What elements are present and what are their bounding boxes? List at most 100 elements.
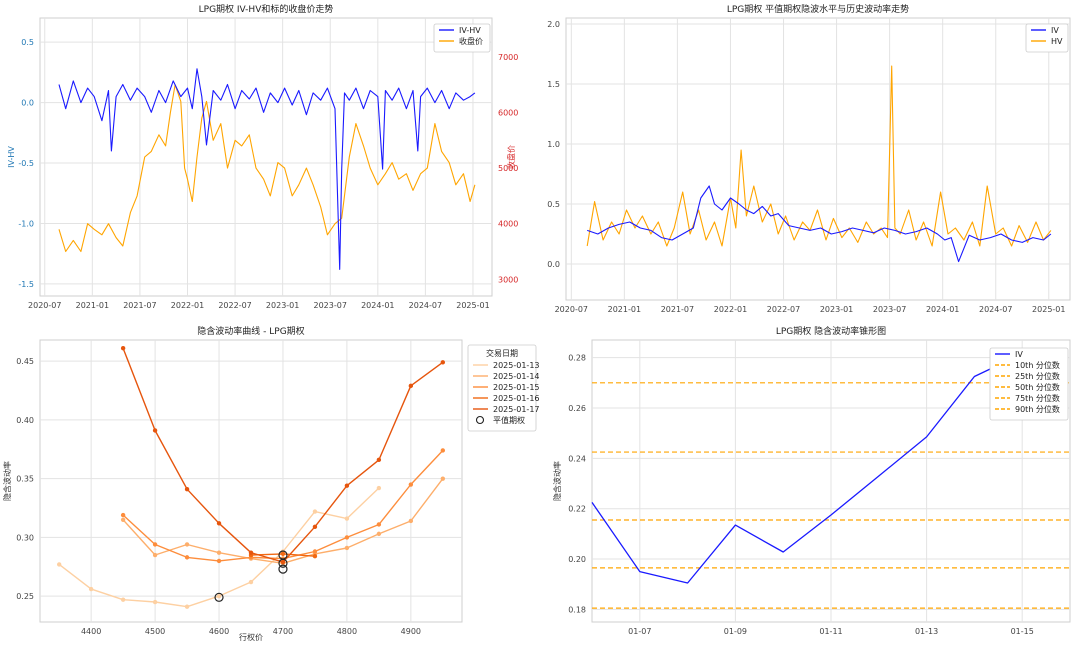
y-tick-label: 0.5 [547, 200, 560, 209]
data-point [312, 524, 318, 530]
series-line-close-price [58, 84, 476, 253]
x-tick-label: 2024-07 [979, 305, 1012, 314]
data-point [184, 487, 190, 492]
series-line-iv [587, 185, 1052, 263]
y-tick-label: 0.0 [547, 260, 560, 269]
chart-title: LPG期权 平值期权隐波水平与历史波动率走势 [727, 3, 909, 15]
data-point [184, 604, 190, 609]
data-point [376, 522, 382, 527]
legend-label: 收盘价 [459, 36, 483, 46]
legend-label: 2025-01-14 [493, 372, 540, 381]
x-tick-label: 2023-07 [314, 301, 347, 310]
data-point [376, 457, 382, 463]
x-tick-label: 2022-07 [218, 301, 251, 310]
y-tick-label: 1.5 [547, 80, 560, 89]
y2-axis-label: 收盘价 [506, 145, 516, 169]
data-point [344, 545, 350, 551]
data-point [216, 521, 222, 526]
data-point [248, 579, 254, 585]
x-tick-label: 2024-01 [361, 301, 394, 310]
x-tick-label: 2020-07 [555, 305, 588, 314]
legend-label: 平值期权 [493, 415, 525, 425]
x-tick-label: 4800 [337, 627, 357, 636]
y-tick-label: 0.18 [568, 605, 586, 614]
data-point [184, 555, 190, 560]
y2-tick-label: 5000 [498, 164, 518, 173]
chart-title: 隐含波动率曲线 - LPG期权 [197, 325, 304, 337]
legend-label: 2025-01-17 [493, 405, 540, 414]
data-point [216, 558, 222, 564]
data-point [216, 550, 222, 555]
x-tick-label: 2025-01 [1032, 305, 1065, 314]
y-tick-label: 0.26 [568, 404, 586, 413]
legend-box [989, 347, 1069, 421]
data-point [408, 482, 414, 487]
x-axis-label: 行权价 [239, 632, 263, 642]
y-tick-label: 0.35 [16, 475, 34, 484]
data-point [376, 485, 382, 491]
legend-label: 50th 分位数 [1015, 382, 1060, 392]
y-tick-label: 0.30 [16, 533, 34, 542]
data-point [408, 518, 414, 524]
legend-label: 90th 分位数 [1015, 404, 1060, 414]
x-tick-label: 4500 [145, 627, 165, 636]
x-tick-label: 4400 [81, 627, 101, 636]
chart-title: LPG期权 IV-HV和标的收盘价走势 [199, 3, 334, 15]
legend-box [433, 23, 491, 53]
x-tick-label: 4700 [273, 627, 293, 636]
data-point [120, 597, 126, 602]
chart-title: LPG期权 隐含波动率锥形图 [776, 325, 886, 337]
data-point [344, 535, 350, 540]
y2-tick-label: 6000 [498, 109, 518, 118]
x-tick-label: 2021-01 [608, 305, 641, 314]
x-tick-label: 2024-01 [926, 305, 959, 314]
y-tick-label: 0.22 [568, 505, 586, 514]
legend-label: HV [1051, 37, 1063, 46]
x-tick-label: 2021-07 [661, 305, 694, 314]
data-point [440, 476, 446, 481]
x-tick-label: 2025-01 [456, 301, 489, 310]
x-tick-label: 01-11 [819, 627, 842, 636]
legend-label: 10th 分位数 [1015, 360, 1060, 370]
legend-label: IV [1015, 350, 1023, 359]
data-point [408, 383, 414, 389]
y-axis-label: 隐含波动率 [2, 461, 12, 501]
data-point [440, 448, 446, 453]
legend-swatch [475, 415, 485, 425]
data-point [56, 562, 62, 567]
x-tick-label: 2022-07 [767, 305, 800, 314]
y-tick-label: 2.0 [547, 20, 560, 29]
x-tick-label: 2021-07 [123, 301, 156, 310]
data-point [120, 517, 126, 522]
x-tick-label: 2023-01 [820, 305, 853, 314]
x-tick-label: 2020-07 [28, 301, 61, 310]
legend-box [1025, 23, 1069, 53]
data-point [120, 512, 126, 518]
y-tick-label: 0.24 [568, 454, 586, 463]
y-axis-label: IV-HV [7, 146, 16, 168]
legend-label: 2025-01-16 [493, 394, 540, 403]
legend-label: IV [1051, 26, 1059, 35]
atm-marker [278, 564, 288, 574]
y-tick-label: 0.20 [568, 555, 586, 564]
chart-panel-4: 01-07 01-09 01-11 01-13 01-15 0.18 0.20 0.22 0.2… [552, 325, 1071, 636]
data-point [152, 599, 158, 605]
y-axis-label: 隐含波动率 [552, 461, 562, 501]
data-point [312, 554, 318, 559]
x-tick-label: 4600 [209, 627, 229, 636]
chart-panel-2: 2020-07 2021-01 2021-07 2022-01 2022-07 2023-… [547, 3, 1071, 314]
y-tick-label: 0.0 [21, 99, 34, 108]
y-tick-label: -1.0 [18, 219, 34, 228]
data-point [280, 559, 286, 565]
legend-label: IV-HV [459, 26, 481, 35]
y2-tick-label: 7000 [498, 53, 518, 62]
legend-label: 75th 分位数 [1015, 393, 1060, 403]
x-tick-label: 01-07 [628, 627, 651, 636]
y2-tick-label: 4000 [498, 220, 518, 229]
x-tick-label: 01-13 [915, 627, 938, 636]
data-point [120, 346, 126, 351]
x-tick-label: 2023-07 [873, 305, 906, 314]
data-point [312, 549, 318, 554]
legend-label: 2025-01-15 [493, 383, 540, 392]
